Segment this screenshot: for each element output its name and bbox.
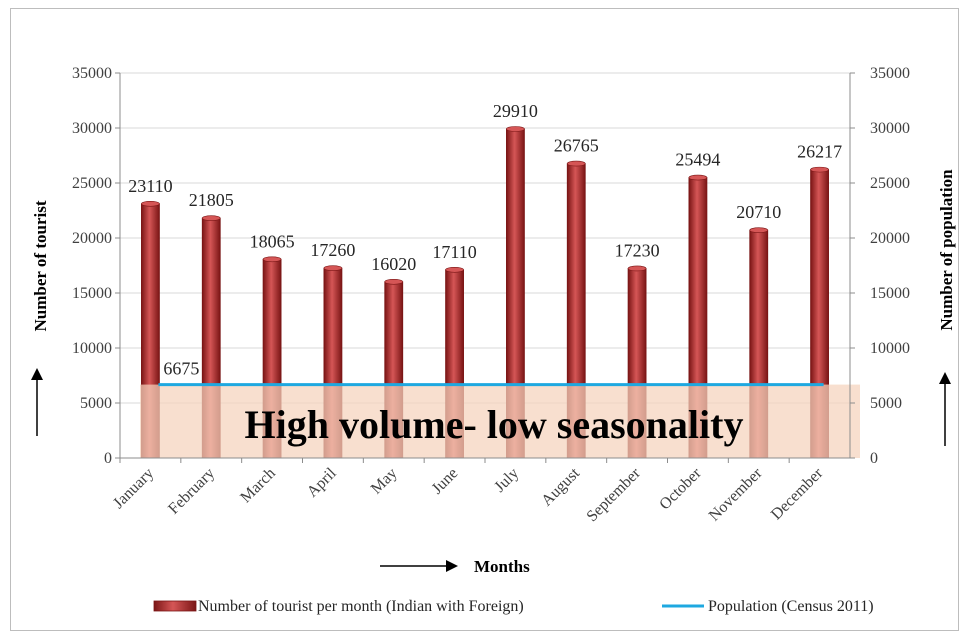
data-label: 20710 (736, 202, 781, 222)
x-tick-label: September (584, 464, 645, 525)
data-label: 17260 (310, 240, 355, 260)
bar-cap (141, 200, 160, 207)
y2-tick-label: 30000 (870, 120, 910, 137)
bar-cap (323, 265, 343, 271)
data-label: 23110 (128, 176, 172, 196)
y2-tick-label: 10000 (870, 340, 910, 357)
y-tick-label: 10000 (72, 340, 112, 357)
y2-tick-label: 15000 (870, 285, 910, 302)
x-tick-label: January (110, 465, 157, 512)
y-tick-label: 30000 (72, 120, 112, 137)
bar-cap (201, 215, 221, 221)
legend-swatch-tourists (153, 600, 197, 612)
y2-tick-label: 20000 (870, 230, 910, 247)
data-label: 26217 (797, 142, 842, 162)
data-label: 29910 (493, 101, 538, 121)
data-label: 21805 (189, 190, 234, 210)
x-tick-label: December (768, 464, 827, 523)
y-tick-label: 20000 (72, 230, 112, 247)
y2-tick-label: 35000 (870, 65, 910, 82)
bar-cap (749, 227, 769, 233)
data-label: 17230 (615, 240, 660, 260)
x-tick-label: August (538, 464, 583, 509)
data-label: 18065 (250, 231, 295, 251)
x-tick-label: February (165, 465, 218, 518)
y-tick-label: 15000 (72, 285, 112, 302)
bar-cap (810, 166, 829, 173)
legend: Number of tourist per month (Indian with… (153, 598, 874, 615)
legend-label-population: Population (Census 2011) (708, 598, 874, 615)
x-tick-label: May (368, 465, 401, 498)
arrow-up-right-icon (939, 372, 951, 446)
x-tick-label: June (429, 465, 462, 498)
data-label: 26765 (554, 136, 599, 156)
annotation-text: High volume- low seasonality (245, 402, 744, 447)
data-labels: 23110 21805 18065 17260 16020 17110 29910 26765… (128, 101, 842, 379)
y2-axis-title: Number of population (937, 169, 956, 331)
arrow-right-icon (380, 560, 458, 572)
legend-label-tourists: Number of tourist per month (Indian with… (198, 598, 524, 615)
x-tick-label: April (304, 464, 340, 500)
y2-tick-label: 0 (870, 450, 878, 467)
x-axis-title: Months (474, 557, 530, 576)
chart-frame (10, 8, 959, 631)
bar-cap (384, 278, 404, 285)
y-tick-label: 25000 (72, 175, 112, 192)
y-axis-title: Number of tourist (31, 200, 50, 331)
seasonality-band-rect (140, 384, 860, 458)
y-tick-label: 5000 (80, 395, 112, 412)
y2-tick-label: 5000 (870, 395, 902, 412)
y-tick-label: 0 (104, 450, 112, 467)
bar-cap (688, 174, 708, 181)
bar-cap (566, 160, 586, 167)
population-data-label: 6675 (163, 359, 199, 379)
y-tick-label: 35000 (72, 65, 112, 82)
x-tick-label: October (656, 464, 705, 513)
data-label: 17110 (432, 242, 476, 262)
y2-tick-label: 25000 (870, 175, 910, 192)
bar-cap (262, 256, 282, 263)
gridlines (120, 72, 850, 404)
x-tick-label: March (237, 465, 279, 507)
bar-cap (445, 266, 464, 273)
x-tick-label: July (491, 465, 522, 496)
bar-cap (627, 265, 647, 272)
data-label: 25494 (675, 150, 720, 170)
arrow-up-left-icon (31, 368, 43, 436)
seasonality-band (140, 384, 860, 458)
bar-cap (506, 126, 525, 132)
data-label: 16020 (371, 254, 416, 274)
x-tick-label: November (706, 464, 766, 524)
